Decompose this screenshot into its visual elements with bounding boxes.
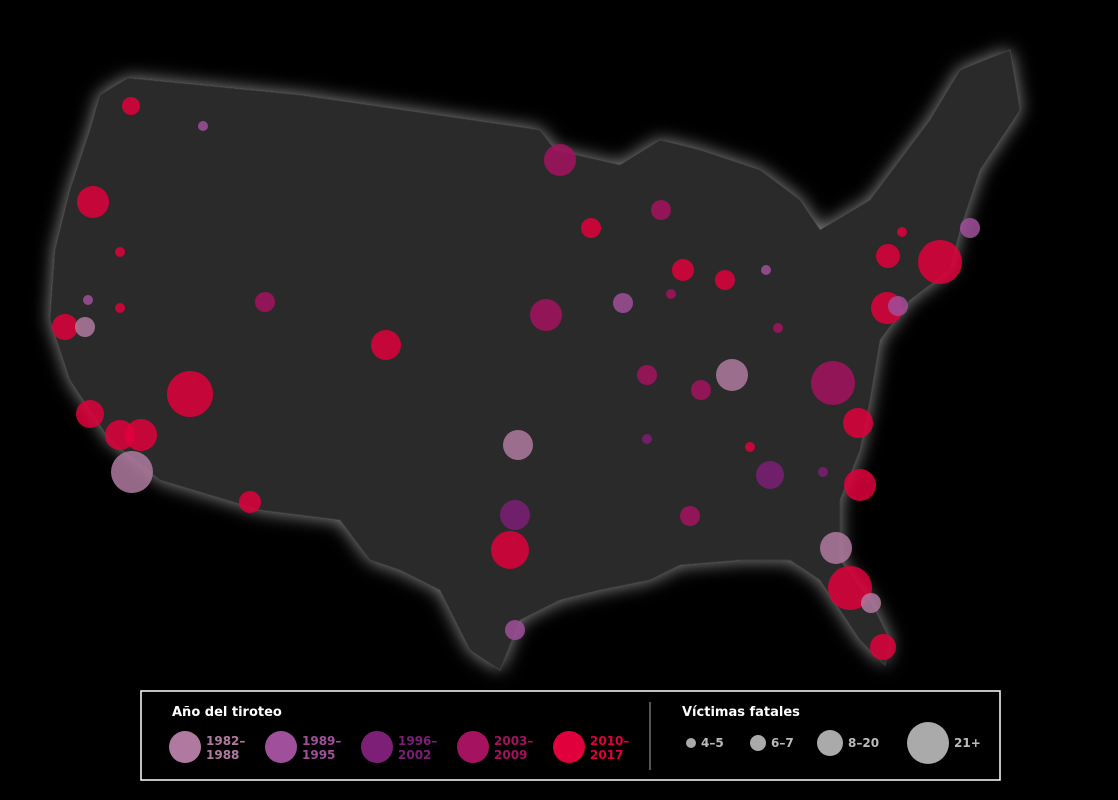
legend-swatch bbox=[361, 731, 393, 763]
legend-label: 8–20 bbox=[848, 736, 879, 750]
legend-label: 1982– bbox=[206, 734, 245, 748]
legend-swatch bbox=[457, 731, 489, 763]
legend-label: 1996– bbox=[398, 734, 437, 748]
legend-label: 1995 bbox=[302, 748, 335, 762]
legend-label: 6–7 bbox=[771, 736, 794, 750]
legend-label: 21+ bbox=[954, 736, 981, 750]
legend-label: 1988 bbox=[206, 748, 239, 762]
legend-swatch bbox=[169, 731, 201, 763]
legend-size bbox=[750, 735, 766, 751]
legend-title: Víctimas fatales bbox=[682, 705, 800, 720]
legend-title: Año del tiroteo bbox=[172, 705, 282, 720]
legend-size bbox=[686, 738, 696, 748]
legend-size bbox=[817, 730, 843, 756]
legend-label: 2017 bbox=[590, 748, 623, 762]
legend-label: 4–5 bbox=[701, 736, 724, 750]
legend: Año del tiroteo Víctimas fatales 1982–19… bbox=[140, 690, 1001, 781]
legend-size bbox=[907, 722, 949, 764]
incident-circles bbox=[52, 97, 980, 660]
legend-label: 1989– bbox=[302, 734, 341, 748]
legend-label: 2010– bbox=[590, 734, 629, 748]
legend-swatch bbox=[553, 731, 585, 763]
legend-swatch bbox=[265, 731, 297, 763]
legend-label: 2003– bbox=[494, 734, 533, 748]
legend-label: 2009 bbox=[494, 748, 527, 762]
legend-label: 2002 bbox=[398, 748, 431, 762]
